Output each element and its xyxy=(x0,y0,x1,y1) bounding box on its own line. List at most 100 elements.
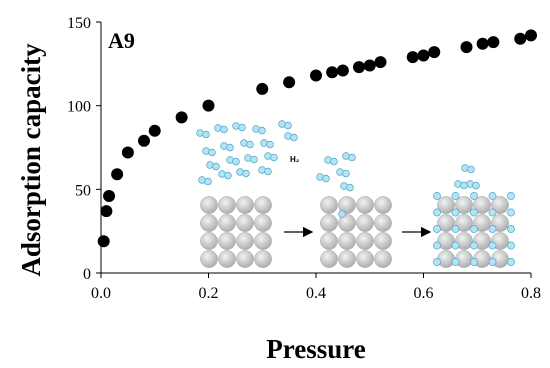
x-tick-label: 0.4 xyxy=(306,285,326,302)
inset-molecule xyxy=(507,241,515,250)
inset-sphere xyxy=(218,196,236,214)
inset-sphere xyxy=(320,232,338,250)
inset-molecule xyxy=(470,241,478,250)
inset-sphere xyxy=(338,214,356,232)
inset-molecule xyxy=(488,241,497,250)
inset-molecule xyxy=(472,181,480,190)
data-point xyxy=(138,134,150,147)
inset-molecule xyxy=(470,192,478,200)
x-tick-label: 0.0 xyxy=(91,285,111,302)
data-point xyxy=(514,32,527,45)
data-point xyxy=(363,59,376,72)
inset-sphere xyxy=(236,214,254,232)
x-tick-label: 0.2 xyxy=(199,285,219,302)
inset-sphere xyxy=(320,196,338,214)
inset-sphere xyxy=(356,214,374,232)
inset-sphere xyxy=(218,214,236,232)
inset-molecule xyxy=(467,165,475,174)
inset-molecule xyxy=(204,177,212,186)
inset-molecule xyxy=(322,174,330,183)
data-point xyxy=(428,46,441,59)
inset-sphere xyxy=(338,250,356,268)
inset-molecule xyxy=(258,126,266,135)
inset-molecule xyxy=(202,130,210,139)
inset-molecule xyxy=(451,258,460,266)
y-axis-title: Adsorption capacity xyxy=(16,43,46,277)
x-tick-label: 0.8 xyxy=(521,285,541,302)
inset-molecule xyxy=(488,225,497,233)
y-tick-label: 50 xyxy=(75,182,91,199)
x-tick-label: 0.6 xyxy=(414,285,434,302)
data-point xyxy=(148,124,161,137)
y-tick-label: 100 xyxy=(67,99,91,116)
data-point xyxy=(476,37,489,50)
inset-molecule xyxy=(470,258,478,266)
data-point xyxy=(310,69,322,82)
inset-sphere xyxy=(218,250,236,268)
inset-sphere xyxy=(455,196,473,214)
inset-sphere xyxy=(374,250,392,268)
annotation: A9 xyxy=(108,28,135,53)
inset-sphere xyxy=(374,214,392,232)
inset-illustration xyxy=(196,120,515,268)
inset-sphere xyxy=(254,250,272,268)
inset-molecule xyxy=(290,133,298,142)
data-point xyxy=(417,49,430,62)
inset-sphere xyxy=(338,232,356,250)
inset-molecule xyxy=(451,225,460,233)
inset-molecule xyxy=(433,208,441,217)
inset-sphere xyxy=(374,196,392,214)
inset-molecule xyxy=(270,153,278,162)
inset-sphere xyxy=(236,196,254,214)
inset-label: H₂ xyxy=(290,155,300,164)
inset-molecule xyxy=(433,258,441,266)
data-point xyxy=(353,61,365,74)
inset-sphere xyxy=(455,214,473,232)
inset-molecule xyxy=(507,258,515,266)
inset-molecule xyxy=(264,167,272,176)
data-point xyxy=(460,41,473,54)
inset-sphere xyxy=(338,196,356,214)
inset-molecule xyxy=(451,208,460,217)
inset-molecule xyxy=(488,208,497,217)
data-point xyxy=(336,64,349,77)
y-tick-label: 0 xyxy=(83,266,91,283)
inset-molecule xyxy=(507,208,515,217)
inset-molecule xyxy=(470,208,478,217)
inset-sphere xyxy=(437,196,455,214)
inset-molecule xyxy=(220,125,228,134)
inset-molecule xyxy=(238,123,246,132)
inset-sphere xyxy=(473,214,491,232)
inset-molecule xyxy=(330,157,338,166)
inset-sphere xyxy=(356,232,374,250)
inset-molecule xyxy=(507,192,515,200)
inset-sphere xyxy=(236,232,254,250)
inset-molecule xyxy=(433,192,441,200)
inset-molecule xyxy=(242,169,250,178)
inset-molecule xyxy=(246,140,254,149)
inset-molecule xyxy=(451,192,460,200)
inset-molecule xyxy=(460,181,468,190)
inset-molecule xyxy=(232,157,240,166)
inset-sphere xyxy=(455,232,473,250)
inset-sphere xyxy=(236,250,254,268)
inset-sphere xyxy=(491,196,509,214)
inset-molecule xyxy=(342,169,350,178)
inset-sphere xyxy=(374,232,392,250)
inset-sphere xyxy=(200,196,218,214)
data-point xyxy=(97,235,110,248)
inset-sphere xyxy=(200,214,218,232)
data-point xyxy=(256,82,269,95)
inset-sphere xyxy=(254,214,272,232)
data-point xyxy=(283,76,296,89)
inset-molecule xyxy=(338,210,346,218)
inset-molecule xyxy=(212,162,220,171)
data-point xyxy=(111,168,124,181)
inset-molecule xyxy=(488,192,497,200)
inset-sphere xyxy=(473,196,491,214)
inset-sphere xyxy=(356,196,374,214)
data-point xyxy=(103,190,116,203)
inset-sphere xyxy=(437,232,455,250)
inset-molecule xyxy=(507,225,515,233)
